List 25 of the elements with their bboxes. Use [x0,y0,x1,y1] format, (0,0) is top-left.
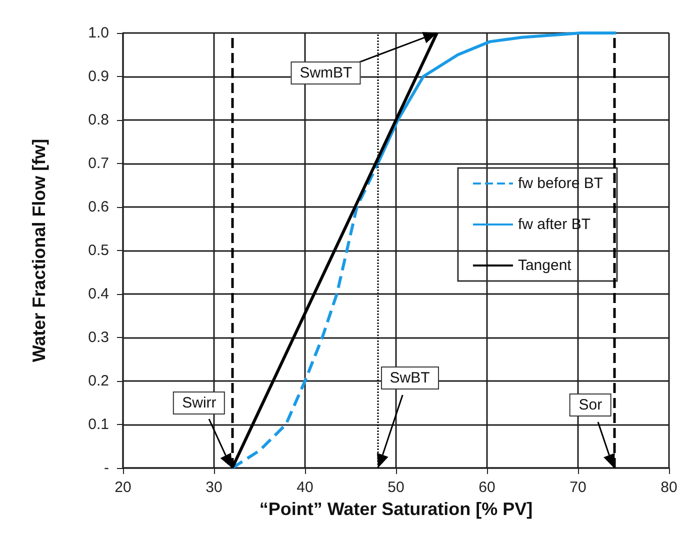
ref-line-label: Sor [570,394,612,416]
y-tick-label: 0.7 [88,155,109,172]
ref-line-label: SwBT [380,366,439,390]
x-tick-label: 50 [388,479,404,496]
y-tick-label: 0.8 [88,112,109,128]
y-tick-label: 0.2 [88,372,109,390]
y-tick-label: - [104,460,109,476]
x-tick-label: 70 [570,479,586,496]
y-tick-label: 0.4 [88,286,109,302]
y-axis-title: Water Fractional Flow [fw] [29,138,49,362]
y-tick-label: 0.1 [88,416,109,433]
y-tick-label: 1.0 [88,24,109,42]
annotation: SwmBT [290,62,362,84]
y-tick-label: 0.5 [88,242,109,259]
y-tick-label: 0.9 [88,68,109,85]
x-tick-label: 40 [296,479,314,496]
x-tick-label: 80 [660,479,678,496]
y-tick-label: 0.3 [88,329,109,346]
legend-label: Tangent [518,257,572,274]
y-tick-label: 0.6 [88,198,109,216]
x-tick-label: 20 [114,479,132,496]
x-tick-label: 60 [478,479,496,496]
x-tick-label: 30 [206,479,222,496]
x-axis-title: “Point” Water Saturation [% PV] [259,499,533,519]
ref-line-label: Swirr [173,392,226,414]
